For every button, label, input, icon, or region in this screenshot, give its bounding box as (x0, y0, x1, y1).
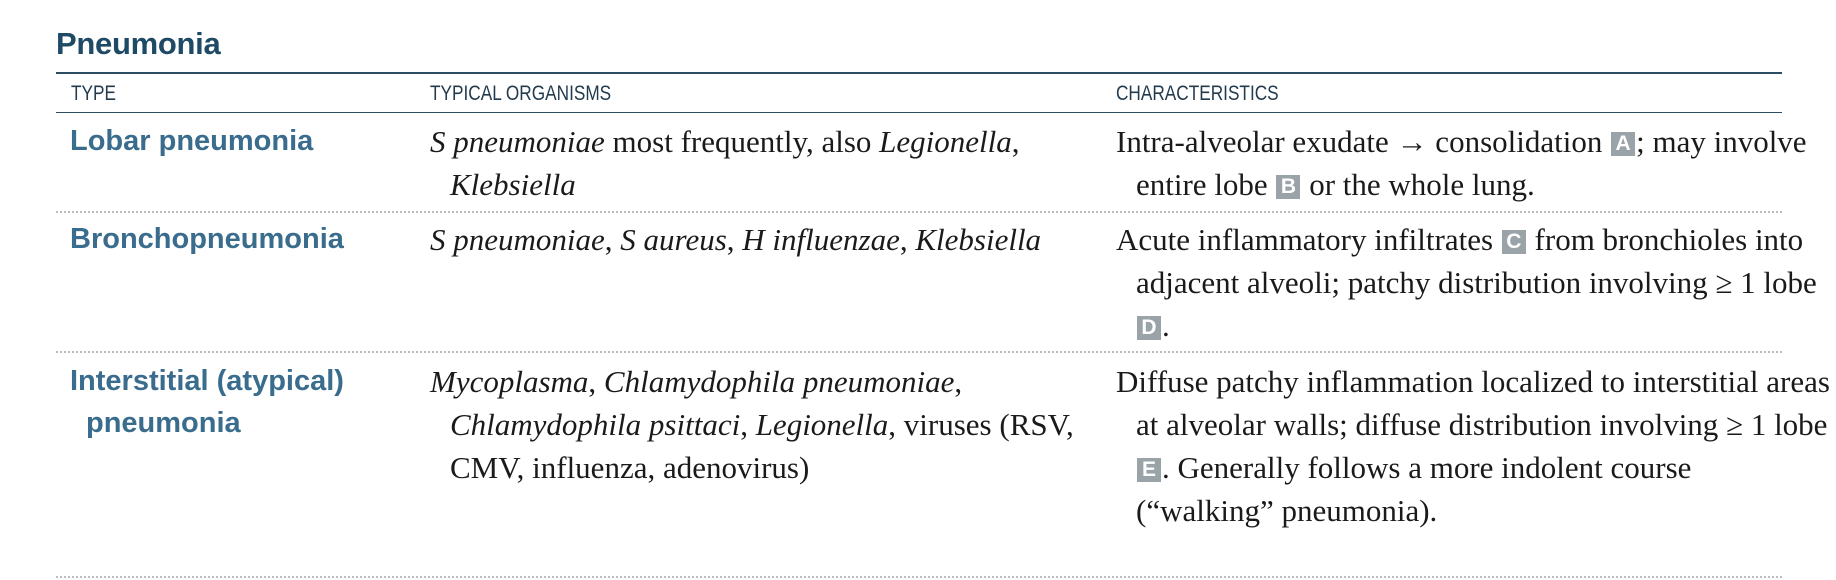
organism-name: H influenzae (742, 222, 900, 257)
header-organisms: TYPICAL ORGANISMS (430, 82, 612, 105)
text-run: Diffuse patchy inflammation localized to… (1116, 364, 1830, 442)
header-rule (56, 112, 1782, 113)
text-run: most frequently, also (604, 124, 880, 159)
text-run: , viruses (RSV, CMV, influenza, adenovir… (450, 407, 1074, 485)
organism-name: Klebsiella (915, 222, 1042, 257)
text-run: , (899, 222, 916, 257)
organism-name: S pneumoniae (430, 222, 605, 257)
header-type: TYPE (71, 82, 116, 105)
row-organisms-cell: S pneumoniae most frequently, also Legio… (430, 120, 1110, 206)
row-organisms-cell: S pneumoniae, S aureus, H influenzae, Kl… (430, 218, 1110, 261)
text-run: , (588, 364, 604, 399)
row-divider (56, 576, 1782, 578)
figure-tag-d: D (1137, 316, 1161, 340)
table-row: Interstitial (atypical) pneumonia Mycopl… (56, 360, 1830, 574)
organism-name: S pneumoniae (430, 124, 605, 159)
row-characteristics-cell: Acute inflammatory infiltrates C from br… (1116, 218, 1836, 347)
text-run: . (1162, 308, 1170, 343)
text-run: , (726, 222, 743, 257)
table-row: Bronchopneumonia S pneumoniae, S aureus,… (56, 218, 1817, 350)
row-divider (56, 351, 1782, 353)
figure-tag-e: E (1137, 458, 1161, 482)
header-characteristics: CHARACTERISTICS (1116, 82, 1279, 105)
row-type-cell: Lobar pneumonia (70, 125, 314, 157)
section-title: Pneumonia (56, 26, 221, 61)
organism-name: Chlamydophila pneumoniae (603, 364, 955, 399)
text-run: Acute inflammatory infiltrates (1116, 222, 1501, 257)
row-divider (56, 211, 1782, 213)
row-type-cell: Interstitial (atypical) pneumonia (70, 365, 344, 439)
table-row: Lobar pneumonia S pneumoniae most freque… (56, 120, 1807, 212)
text-run: Intra-alveolar exudate → consolidation (1116, 124, 1611, 159)
figure-tag-c: C (1501, 230, 1526, 254)
figure-tag-b: B (1276, 175, 1301, 199)
organism-name: S aureus (620, 222, 727, 257)
row-organisms-cell: Mycoplasma, Chlamydophila pneumoniae, Ch… (430, 360, 1110, 489)
top-rule (56, 72, 1782, 74)
row-characteristics-cell: Intra-alveolar exudate → consolidation A… (1116, 120, 1836, 206)
row-characteristics-cell: Diffuse patchy inflammation localized to… (1116, 360, 1836, 532)
text-run: or the whole lung. (1301, 167, 1535, 202)
text-run: , (954, 364, 963, 399)
organism-name: Legionella (755, 407, 889, 442)
organism-name: Klebsiella (450, 167, 576, 202)
row-type-cell: Bronchopneumonia (70, 223, 344, 255)
organism-name: Legionella (879, 124, 1012, 159)
text-run: . Generally follows a more indolent cour… (1136, 450, 1692, 528)
text-run: , (1011, 124, 1020, 159)
organism-name: Chlamydophila psittaci (450, 407, 741, 442)
text-run: from bronchioles into adjacent alveoli; … (1136, 222, 1817, 300)
text-run: , (604, 222, 621, 257)
text-run: , (740, 407, 756, 442)
text-run: ; may involve entire lobe (1136, 124, 1807, 202)
organism-name: Mycoplasma (430, 364, 589, 399)
figure-tag-a: A (1611, 132, 1636, 156)
